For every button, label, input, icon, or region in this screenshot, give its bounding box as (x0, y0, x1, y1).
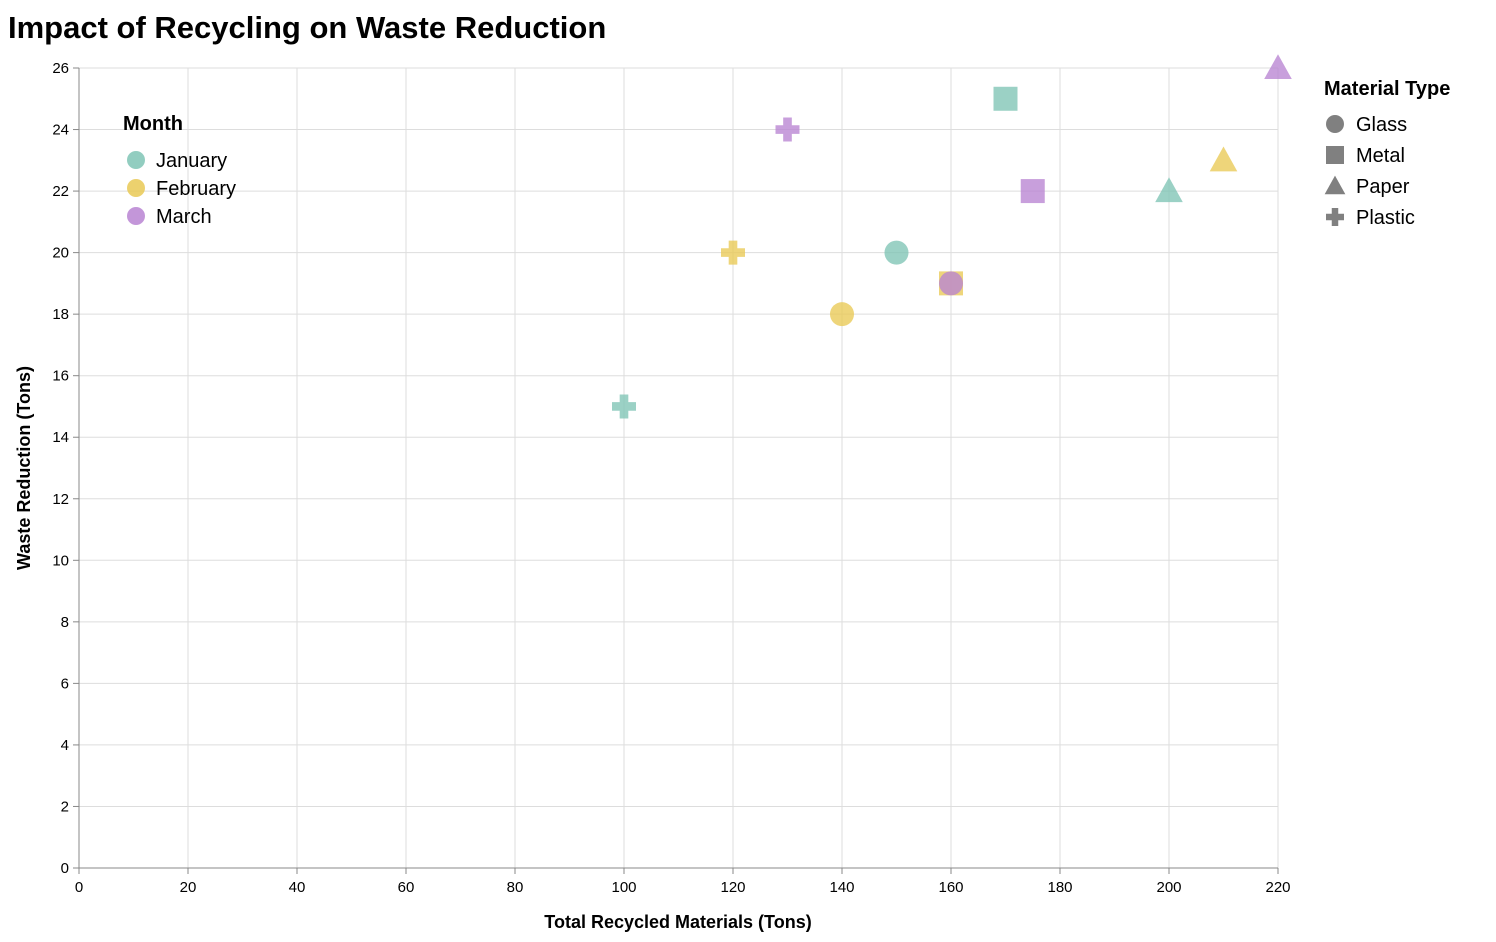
x-axis-title: Total Recycled Materials (Tons) (544, 912, 811, 932)
x-tick-label: 0 (75, 879, 83, 896)
legend-swatch-february (127, 179, 145, 197)
point-march-glass (939, 271, 963, 296)
y-tick-label: 6 (61, 675, 69, 692)
legend-swatch-january (127, 151, 145, 169)
y-tick-label: 10 (52, 552, 69, 569)
material-legend: Material Type Glass Metal Paper Plastic (1324, 78, 1450, 229)
y-tick-label: 14 (52, 429, 69, 446)
legend-square-icon (1326, 146, 1344, 164)
data-points (612, 54, 1292, 419)
y-tick-label: 16 (52, 368, 69, 385)
point-february-plastic (721, 240, 745, 265)
legend-label-january: January (156, 150, 227, 172)
legend-label-march: March (156, 206, 212, 228)
x-tick-label: 120 (720, 879, 745, 896)
point-january-metal (993, 86, 1018, 111)
grid (78, 67, 1279, 869)
y-tick-label: 22 (52, 183, 69, 200)
legend-label-paper: Paper (1356, 176, 1410, 198)
y-tick-label: 0 (61, 860, 69, 877)
legend-label-plastic: Plastic (1356, 207, 1415, 229)
x-tick-label: 140 (829, 879, 854, 896)
point-march-metal (1020, 179, 1045, 204)
point-february-paper (1209, 146, 1238, 172)
legend-cross-icon (1326, 208, 1344, 226)
point-february-glass (830, 302, 854, 327)
x-tick-label: 220 (1265, 879, 1290, 896)
month-legend-title: Month (123, 113, 183, 135)
y-tick-label: 24 (52, 122, 69, 139)
y-axis-title: Waste Reduction (Tons) (14, 366, 34, 570)
y-tick-label: 26 (52, 60, 69, 77)
chart-title: Impact of Recycling on Waste Reduction (8, 10, 606, 45)
y-tick-label: 8 (61, 614, 69, 631)
x-tick-label: 100 (611, 879, 636, 896)
y-tick-label: 18 (52, 306, 69, 323)
x-tick-label: 60 (398, 879, 415, 896)
point-january-paper (1155, 177, 1183, 203)
x-tick-label: 80 (507, 879, 524, 896)
point-march-plastic (775, 117, 800, 142)
legend-swatch-march (127, 207, 145, 225)
month-legend: Month January February March (123, 113, 236, 228)
legend-triangle-icon (1324, 175, 1346, 195)
x-tick-label: 20 (180, 879, 197, 896)
x-tick-label: 40 (289, 879, 306, 896)
x-tick-label: 180 (1047, 879, 1072, 896)
point-march-paper (1264, 54, 1292, 80)
point-january-glass (884, 240, 909, 265)
legend-label-metal: Metal (1356, 145, 1405, 167)
axes: 0 20 40 60 80 100 120 140 160 180 200 2200246810121… (52, 60, 1290, 896)
y-tick-label: 20 (52, 245, 69, 262)
legend-label-glass: Glass (1356, 114, 1407, 136)
y-tick-label: 4 (61, 737, 69, 754)
y-tick-label: 2 (61, 798, 69, 815)
material-legend-title: Material Type (1324, 78, 1450, 100)
point-january-plastic (612, 394, 636, 419)
x-tick-label: 160 (938, 879, 963, 896)
x-tick-label: 200 (1156, 879, 1181, 896)
y-tick-label: 12 (52, 491, 69, 508)
legend-circle-icon (1326, 115, 1344, 133)
legend-label-february: February (156, 178, 236, 200)
